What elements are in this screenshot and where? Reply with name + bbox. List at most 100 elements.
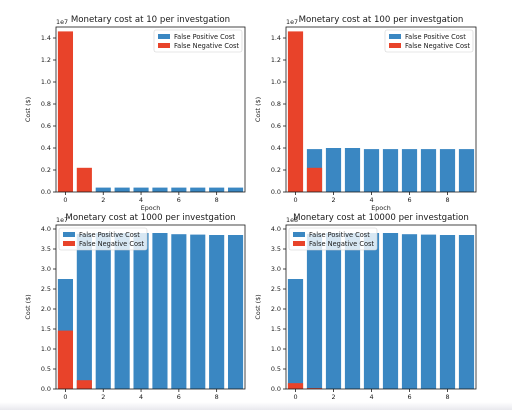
bar-false-positive bbox=[76, 233, 92, 389]
y-tick-label: 0.0 bbox=[271, 188, 281, 196]
x-tick-label: 8 bbox=[445, 196, 449, 204]
y-tick-label: 1.4 bbox=[41, 34, 51, 42]
bar-false-negative bbox=[287, 383, 304, 389]
y-tick-label: 0.0 bbox=[41, 385, 51, 393]
bar-false-positive bbox=[325, 233, 342, 389]
y-tick-label: 4.0 bbox=[271, 225, 281, 233]
y-tick-label: 3.5 bbox=[41, 245, 51, 253]
legend-label-false-negative: False Negative Cost bbox=[309, 240, 374, 248]
bar-false-positive bbox=[227, 187, 244, 192]
legend-label-false-negative: False Negative Cost bbox=[79, 240, 144, 248]
legend-label-false-positive: False Positive Cost bbox=[79, 231, 140, 239]
bar-false-positive bbox=[363, 149, 380, 192]
y-tick-label: 0.0 bbox=[271, 385, 281, 393]
y-tick-label: 2.5 bbox=[41, 285, 51, 293]
bar-false-positive bbox=[152, 233, 168, 389]
chart-title: Monetary cost at 1000 per investgation bbox=[65, 213, 235, 223]
bar-false-positive bbox=[133, 233, 149, 389]
axes-frame bbox=[55, 26, 246, 193]
legend-box bbox=[58, 227, 148, 251]
y-tick-label: 0.8 bbox=[271, 100, 281, 108]
bar-false-negative bbox=[76, 380, 92, 389]
bar-false-positive bbox=[382, 233, 399, 389]
legend-box bbox=[153, 29, 243, 53]
axis-multiplier: 1e7 bbox=[56, 18, 68, 26]
x-tick-label: 0 bbox=[63, 393, 67, 401]
legend-box bbox=[384, 29, 474, 53]
x-tick-label: 0 bbox=[293, 393, 297, 401]
legend-swatch-false-negative bbox=[389, 43, 401, 48]
chart-panel-2: Monetary cost at 100 per investgation1e7… bbox=[254, 15, 477, 212]
axis-multiplier: 1e7 bbox=[286, 18, 298, 26]
legend-swatch-false-negative bbox=[293, 241, 305, 246]
bar-false-positive bbox=[363, 233, 380, 389]
y-tick-label: 1.2 bbox=[271, 56, 281, 64]
x-tick-label: 8 bbox=[445, 393, 449, 401]
bar-false-positive bbox=[458, 235, 475, 389]
y-tick-label: 0.8 bbox=[41, 100, 51, 108]
legend-label-false-positive: False Positive Cost bbox=[405, 33, 466, 41]
bar-false-positive bbox=[114, 233, 130, 389]
bar-false-positive bbox=[190, 187, 206, 192]
bar-false-positive bbox=[209, 187, 225, 192]
bar-false-positive bbox=[420, 234, 437, 389]
y-axis-label: Cost ($) bbox=[254, 294, 262, 319]
legend-label-false-positive: False Positive Cost bbox=[309, 231, 370, 239]
bar-false-positive bbox=[152, 187, 168, 192]
bottom-strip bbox=[0, 402, 512, 410]
legend-swatch-false-negative bbox=[158, 43, 170, 48]
y-tick-label: 3.5 bbox=[271, 245, 281, 253]
bar-false-positive bbox=[190, 234, 206, 389]
bar-false-positive bbox=[401, 234, 418, 389]
bar-false-positive bbox=[209, 235, 225, 389]
legend-label-false-negative: False Negative Cost bbox=[174, 42, 239, 50]
bar-false-positive bbox=[133, 187, 149, 192]
y-tick-label: 0.6 bbox=[41, 122, 51, 130]
bar-false-negative bbox=[306, 167, 323, 192]
x-axis-label: Epoch bbox=[141, 204, 161, 212]
x-tick-label: 8 bbox=[215, 393, 219, 401]
y-tick-label: 2.5 bbox=[271, 285, 281, 293]
chart-panel-4: Monetary cost at 10000 per investgation 1… bbox=[254, 213, 477, 409]
y-tick-label: 1.0 bbox=[41, 78, 51, 86]
y-tick-label: 0.0 bbox=[41, 188, 51, 196]
y-tick-label: 1.0 bbox=[41, 345, 51, 353]
bar-false-negative bbox=[57, 31, 74, 193]
chart-title: Monetary cost at 10000 per investgation bbox=[293, 213, 469, 223]
legend-label-false-negative: False Negative Cost bbox=[405, 42, 470, 50]
legend-swatch-false-positive bbox=[158, 34, 170, 39]
bar-false-positive bbox=[382, 149, 399, 192]
y-tick-label: 0.2 bbox=[271, 166, 281, 174]
bar-false-positive bbox=[439, 235, 456, 389]
y-tick-label: 0.4 bbox=[41, 144, 51, 152]
legend-swatch-false-positive bbox=[389, 34, 401, 39]
chart-title: Monetary cost at 100 per investgation bbox=[299, 15, 464, 25]
y-tick-label: 1.2 bbox=[41, 56, 51, 64]
y-axis-label: Cost ($) bbox=[24, 97, 32, 122]
x-tick-label: 2 bbox=[101, 393, 105, 401]
y-tick-label: 0.4 bbox=[271, 144, 281, 152]
x-tick-label: 8 bbox=[215, 196, 219, 204]
x-tick-label: 6 bbox=[177, 196, 181, 204]
y-tick-label: 1.0 bbox=[271, 345, 281, 353]
legend-swatch-false-positive bbox=[63, 232, 75, 237]
x-axis-label: Epoch bbox=[371, 204, 391, 212]
chart-panel-3: Monetary cost at 1000 per investgation1e… bbox=[24, 213, 246, 409]
bar-false-positive bbox=[325, 148, 342, 192]
bar-false-positive bbox=[306, 233, 323, 389]
x-tick-label: 6 bbox=[177, 393, 181, 401]
bar-false-positive bbox=[114, 187, 130, 192]
bar-false-positive bbox=[439, 149, 456, 192]
y-tick-label: 0.6 bbox=[271, 122, 281, 130]
y-tick-label: 3.0 bbox=[41, 265, 51, 273]
axes-frame bbox=[285, 26, 477, 193]
y-tick-label: 3.0 bbox=[271, 265, 281, 273]
x-tick-label: 0 bbox=[63, 196, 67, 204]
bar-false-positive bbox=[171, 234, 187, 389]
axis-multiplier: 1e7 bbox=[56, 216, 68, 224]
axes-frame bbox=[285, 224, 477, 390]
